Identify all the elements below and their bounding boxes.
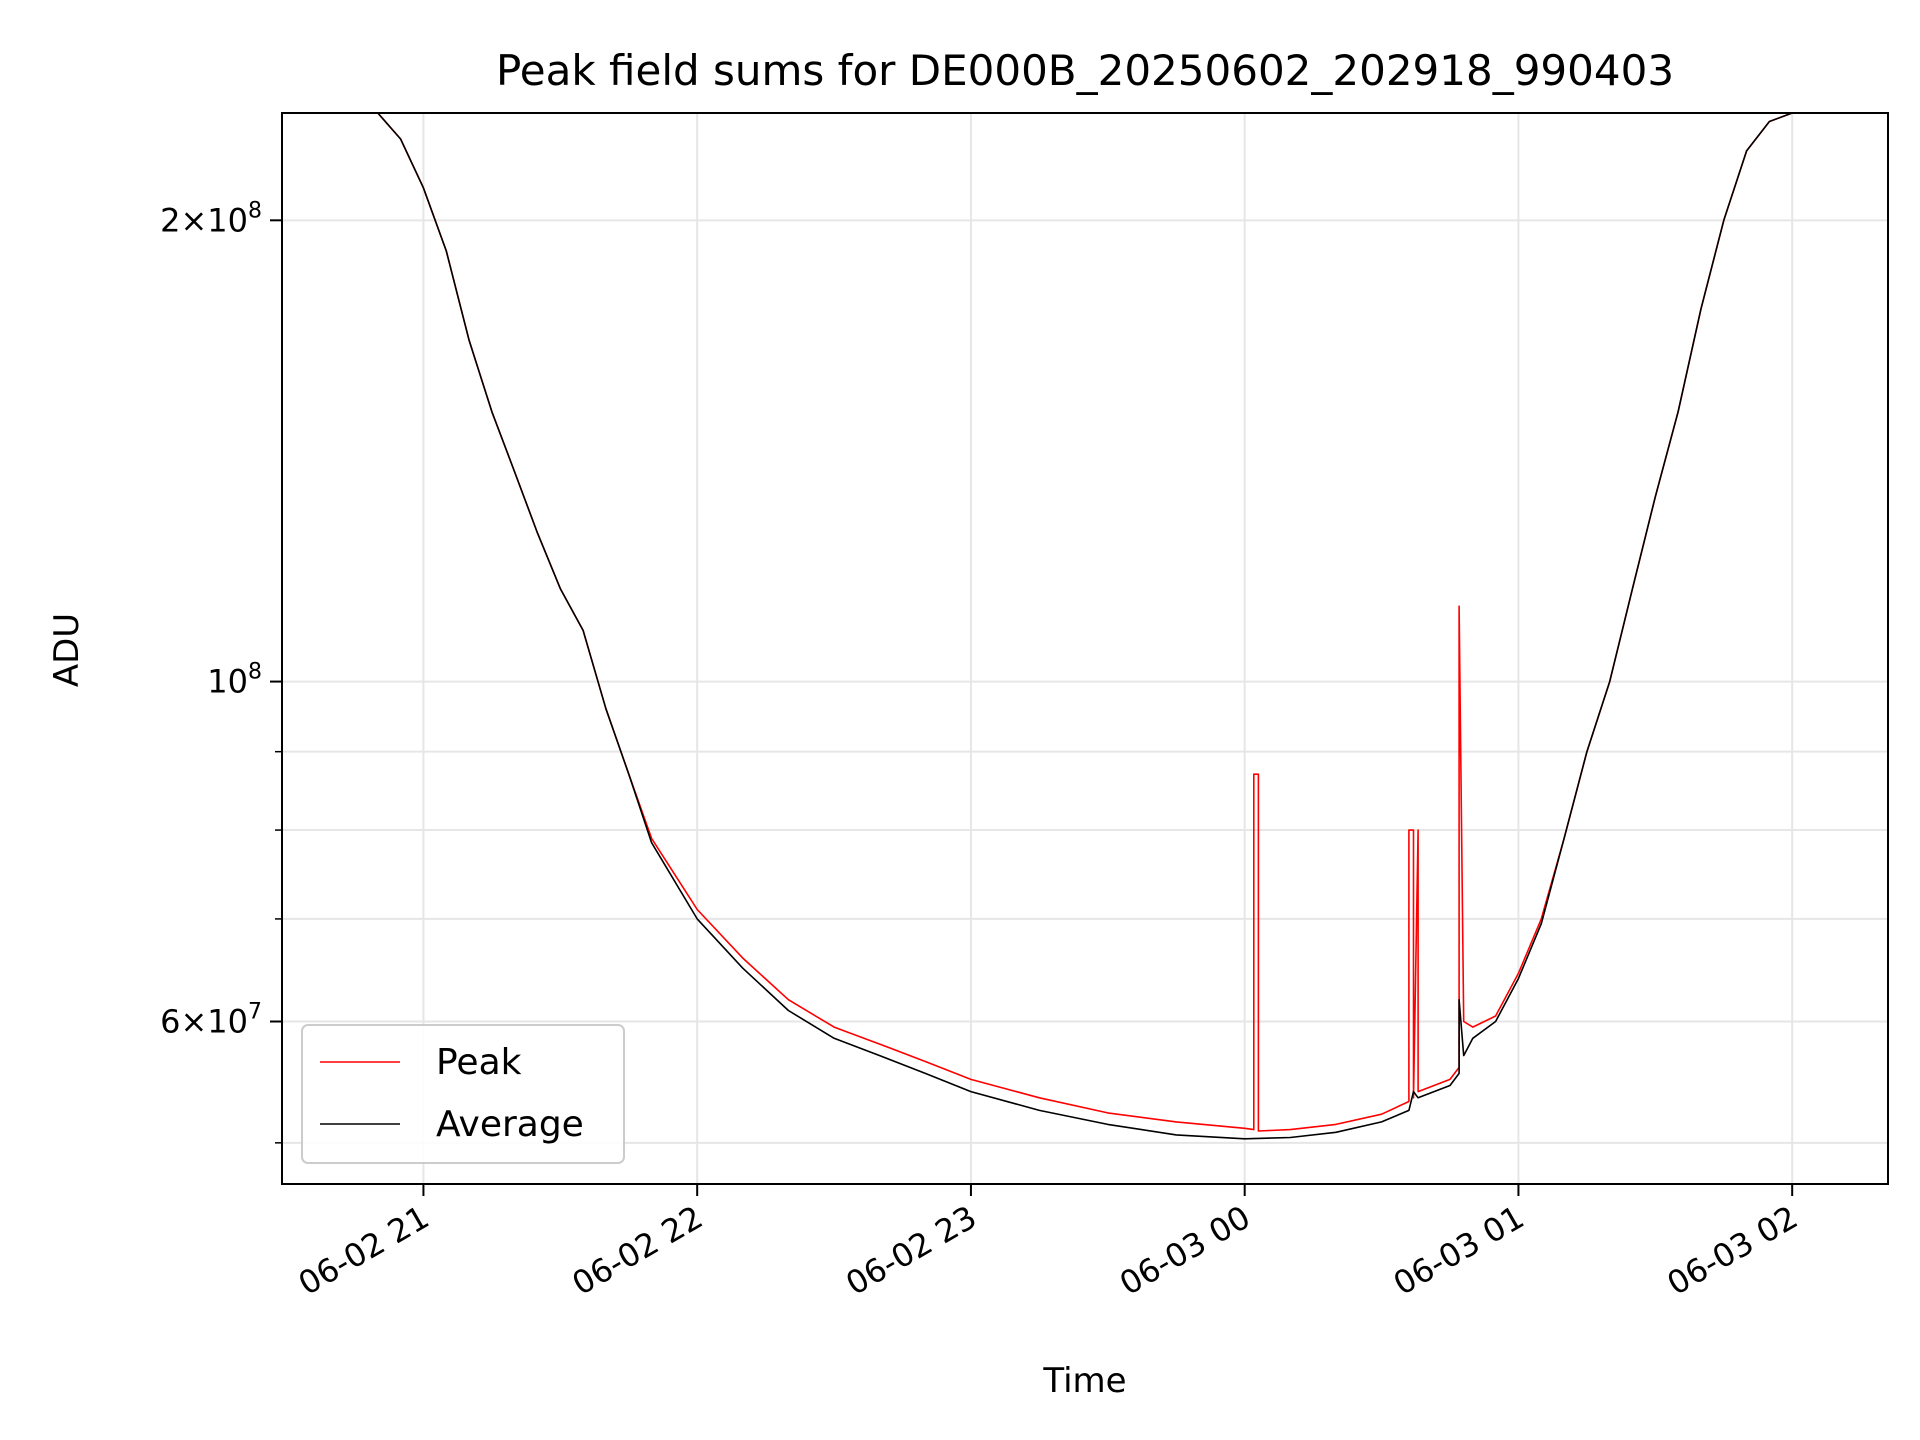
chart-title: Peak field sums for DE000B_20250602_2029…	[496, 46, 1674, 95]
series-line-average	[282, 113, 1888, 1140]
legend-box	[301, 1024, 625, 1164]
plot-frame	[281, 112, 1889, 1185]
y-tick-label: 6×107	[160, 999, 262, 1040]
y-axis-title: ADU	[47, 613, 87, 687]
legend-label-peak: Peak	[436, 1042, 522, 1083]
y-tick-label: 2×108	[160, 198, 262, 239]
x-axis-title: Time	[1042, 1361, 1126, 1401]
series-layer	[282, 113, 1888, 1140]
legend-label-average: Average	[436, 1104, 584, 1145]
grid	[282, 113, 1888, 1184]
legend: Peak Average	[301, 1024, 625, 1164]
